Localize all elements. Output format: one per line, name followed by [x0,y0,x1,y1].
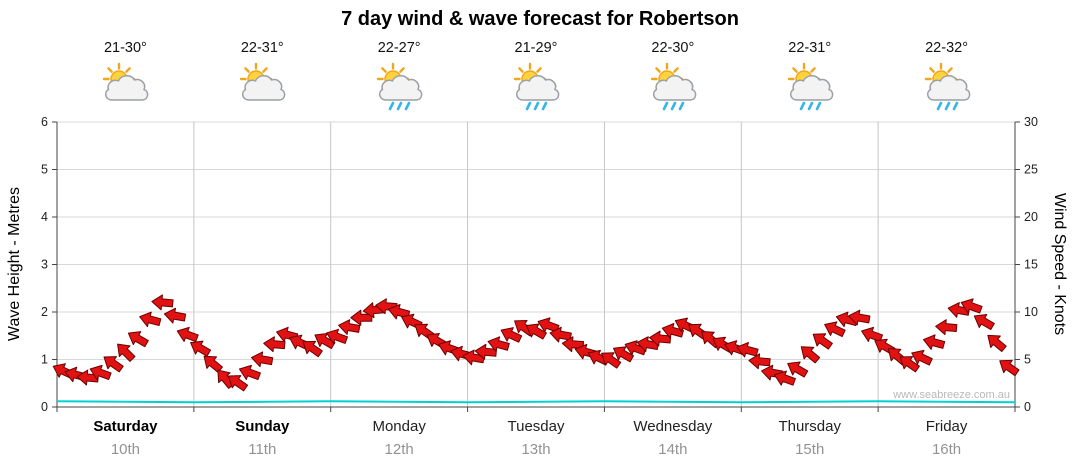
wind-barb [899,356,920,373]
sun-cloud-rain-icon [921,62,973,112]
wind-barb [787,361,809,378]
sun-cloud-rain-icon [510,62,562,112]
svg-text:25: 25 [1024,163,1038,177]
day-temperature-range: 22-31° [788,40,832,56]
wind-barb [922,334,946,350]
day-date: 11th [248,441,277,458]
wind-barb [302,340,323,358]
sun-cloud-rain-icon [373,62,425,112]
svg-text:2: 2 [41,305,48,319]
wind-barb [139,311,162,328]
wind-barb [387,303,411,320]
wind-barb [203,355,223,373]
wind-barb [861,326,883,343]
watermark: www.seabreeze.com.au [893,389,1010,401]
wind-barb [800,346,821,364]
svg-text:30: 30 [1024,115,1038,129]
wind-barb [549,326,572,343]
svg-text:5: 5 [41,163,48,177]
day-temperature-range: 22-30° [651,40,695,56]
sun-cloud-icon [236,62,288,112]
svg-text:1: 1 [41,353,48,367]
wind-barb [163,307,187,324]
wind-barb [748,353,771,370]
wind-barb [960,298,983,314]
wind-barb [935,319,958,336]
wind-barb [151,294,174,311]
day-name: Thursday [778,418,841,435]
wind-barb [824,321,846,337]
wind-barb [227,375,249,392]
wind-barb [987,334,1007,353]
sun-cloud-icon [99,62,151,112]
day-temperature-range: 21-30° [103,40,147,56]
sun-cloud-rain-icon [647,62,699,112]
day-name: Tuesday [507,418,565,435]
svg-text:4: 4 [41,210,48,224]
wind-barb [812,333,833,350]
day-temperature-range: 22-31° [240,40,284,56]
sun-cloud-rain-icon [784,62,836,112]
day-date: 10th [110,441,141,458]
svg-text:15: 15 [1024,258,1038,272]
day-temperature-range: 22-27° [377,40,421,56]
wind-barb [973,314,995,331]
wind-barb [127,331,149,348]
wind-barb [250,351,274,368]
svg-text:10: 10 [1024,305,1038,319]
wind-barb [176,326,199,343]
day-name: Wednesday [633,418,713,435]
svg-text:6: 6 [41,115,48,129]
day-name: Monday [372,418,426,435]
wind-barb [537,317,560,333]
day-name: Saturday [93,418,158,435]
day-name: Sunday [235,418,290,435]
svg-text:3: 3 [41,258,48,272]
wind-barb [911,349,933,366]
svg-text:0: 0 [41,400,48,414]
day-date: 12th [384,441,414,458]
wind-barb [326,328,348,344]
wind-barb [601,352,622,369]
day-date: 14th [658,441,688,458]
day-date: 13th [521,441,551,458]
page-title: 7 day wind & wave forecast for Robertson [341,8,739,30]
wind-barb [238,364,261,381]
wind-barb [89,364,112,381]
wind-barb [487,336,510,352]
wind-barb [103,356,124,373]
wind-barb [500,327,523,343]
wind-barb [190,340,212,357]
wind-barb [848,309,871,326]
wind-barb [773,370,796,386]
svg-text:5: 5 [1024,353,1031,367]
wind-barb [117,343,136,362]
wind-barb [999,359,1020,377]
day-temperature-range: 22-32° [925,40,968,56]
svg-text:20: 20 [1024,210,1038,224]
day-date: 16th [931,441,962,458]
day-name: Friday [925,418,968,435]
day-temperature-range: 21-29° [514,40,558,56]
day-date: 15th [795,441,825,458]
wind-barb [263,336,286,353]
svg-text:0: 0 [1024,400,1031,414]
wind-barb [338,319,361,335]
wind-barb [736,341,759,358]
